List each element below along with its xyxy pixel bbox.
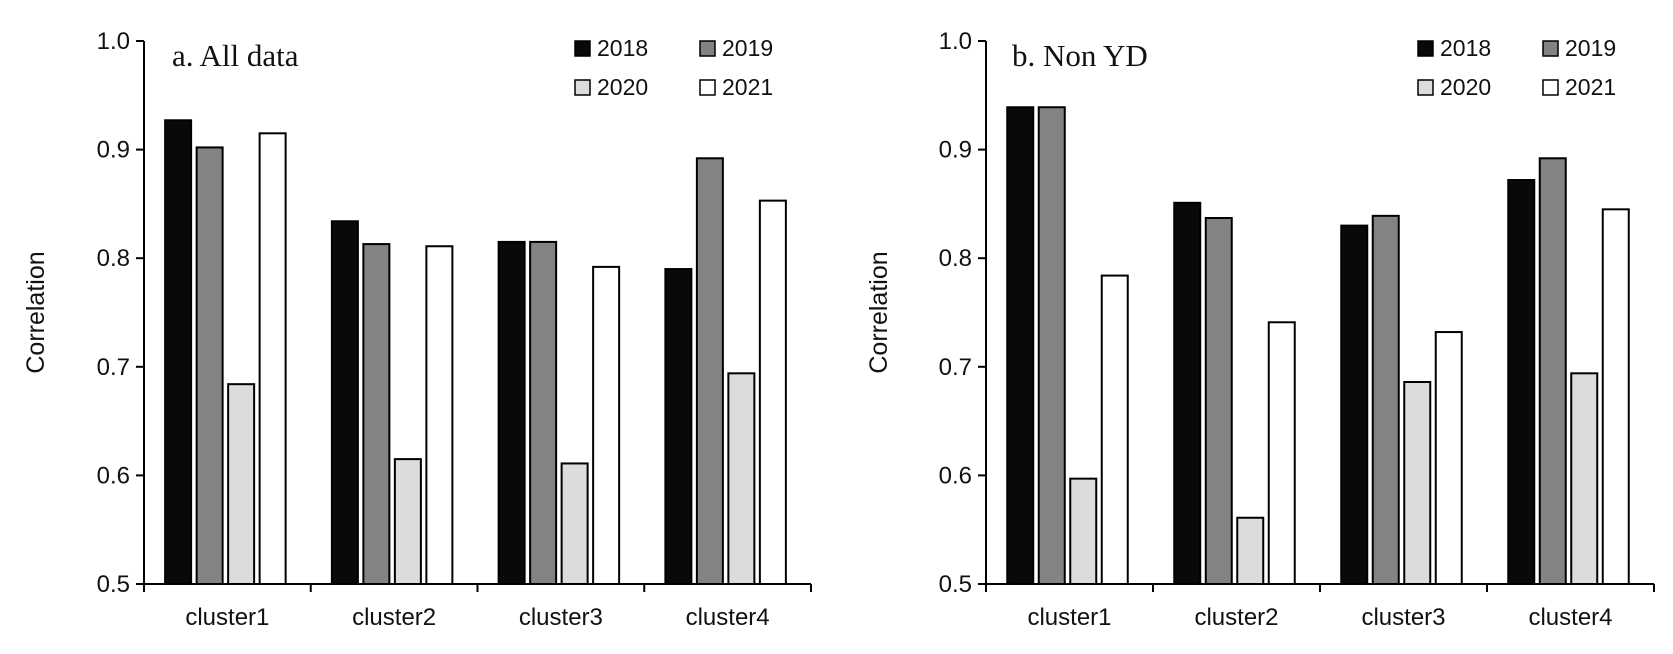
x-tick-label: cluster1 <box>185 604 269 631</box>
bar-2020-cluster2 <box>393 458 422 585</box>
bar-2020-cluster1 <box>1069 477 1098 585</box>
legend-label-2021: 2021 <box>722 74 773 100</box>
bar-2019-cluster2 <box>362 243 391 585</box>
bar-2020-cluster4 <box>727 372 756 586</box>
x-tick-label: cluster3 <box>519 604 603 631</box>
y-axis-label: Correlation <box>865 251 893 373</box>
bar-2019-cluster1 <box>1037 106 1066 585</box>
legend-label-2020: 2020 <box>597 74 648 100</box>
x-tick-label: cluster2 <box>1194 604 1278 631</box>
bar-2021-cluster1 <box>258 132 287 585</box>
bar-2021-cluster1 <box>1100 274 1129 585</box>
chart-panel-b: 0.5 0.6 0.7 0.8 0.9 1.0 Correlation cluster1 clu… <box>865 28 1655 631</box>
bar-2021-cluster2 <box>425 245 454 585</box>
y-tick-label: 0.6 <box>97 462 130 489</box>
bar-2019-cluster4 <box>695 157 724 585</box>
y-axis-label: Correlation <box>22 251 50 373</box>
bar-2020-cluster3 <box>560 462 589 586</box>
bar-2021-cluster3 <box>592 265 621 585</box>
bar-2019-cluster1 <box>195 146 224 585</box>
bar-2019-cluster3 <box>529 240 558 585</box>
bar-2021-cluster4 <box>1601 208 1630 586</box>
y-tick-label: 0.7 <box>939 354 972 381</box>
bar-2020-cluster4 <box>1570 372 1599 586</box>
bar-2018-cluster3 <box>497 240 526 585</box>
chart-panel-a: 0.5 0.6 0.7 0.8 0.9 1.0 Correlation cluster1 clu… <box>22 28 812 631</box>
bar-2019-cluster3 <box>1371 214 1400 585</box>
legend-label-2018: 2018 <box>1440 35 1491 61</box>
x-tick-label: cluster2 <box>352 604 436 631</box>
legend-swatch-2020 <box>574 79 591 96</box>
y-tick-label: 0.9 <box>939 137 972 164</box>
bar-2020-cluster1 <box>227 383 256 585</box>
bar-2018-cluster2 <box>330 220 359 585</box>
x-tick-label: cluster3 <box>1361 604 1445 631</box>
bar-2018-cluster1 <box>164 119 193 585</box>
bar-2018-cluster1 <box>1006 106 1035 585</box>
x-tick-label: cluster1 <box>1027 604 1111 631</box>
legend-swatch-2018 <box>1417 40 1434 57</box>
legend-label-2021: 2021 <box>1565 74 1616 100</box>
legend-label-2019: 2019 <box>722 35 773 61</box>
x-tick-label: cluster4 <box>686 604 770 631</box>
bar-2018-cluster2 <box>1173 201 1202 585</box>
legend-swatch-2019 <box>699 40 716 57</box>
legend-swatch-2021 <box>1542 79 1559 96</box>
bar-2021-cluster3 <box>1434 331 1463 585</box>
y-tick-label: 0.8 <box>97 245 130 272</box>
y-tick-label: 0.7 <box>97 354 130 381</box>
chart-title: a. All data <box>172 38 299 73</box>
y-tick-label: 0.6 <box>939 462 972 489</box>
y-tick-label: 1.0 <box>97 28 130 55</box>
y-tick-label: 0.5 <box>939 571 972 598</box>
bar-2020-cluster3 <box>1403 381 1432 585</box>
bar-2018-cluster4 <box>1507 179 1536 585</box>
legend-label-2018: 2018 <box>597 35 648 61</box>
bar-2021-cluster2 <box>1267 321 1296 585</box>
bar-2019-cluster2 <box>1204 217 1233 585</box>
y-tick-label: 0.8 <box>939 245 972 272</box>
bar-2019-cluster4 <box>1538 157 1567 585</box>
legend-swatch-2019 <box>1542 40 1559 57</box>
bar-2018-cluster4 <box>664 268 693 585</box>
legend-swatch-2018 <box>574 40 591 57</box>
bar-2020-cluster2 <box>1236 516 1265 586</box>
y-tick-label: 0.9 <box>97 137 130 164</box>
y-tick-label: 1.0 <box>939 28 972 55</box>
bar-2021-cluster4 <box>758 199 787 585</box>
legend-label-2019: 2019 <box>1565 35 1616 61</box>
x-tick-label: cluster4 <box>1528 604 1612 631</box>
bar-2018-cluster3 <box>1340 224 1369 585</box>
legend-swatch-2021 <box>699 79 716 96</box>
chart-title: b. Non YD <box>1012 38 1148 73</box>
y-tick-label: 0.5 <box>97 571 130 598</box>
legend-swatch-2020 <box>1417 79 1434 96</box>
legend-label-2020: 2020 <box>1440 74 1491 100</box>
